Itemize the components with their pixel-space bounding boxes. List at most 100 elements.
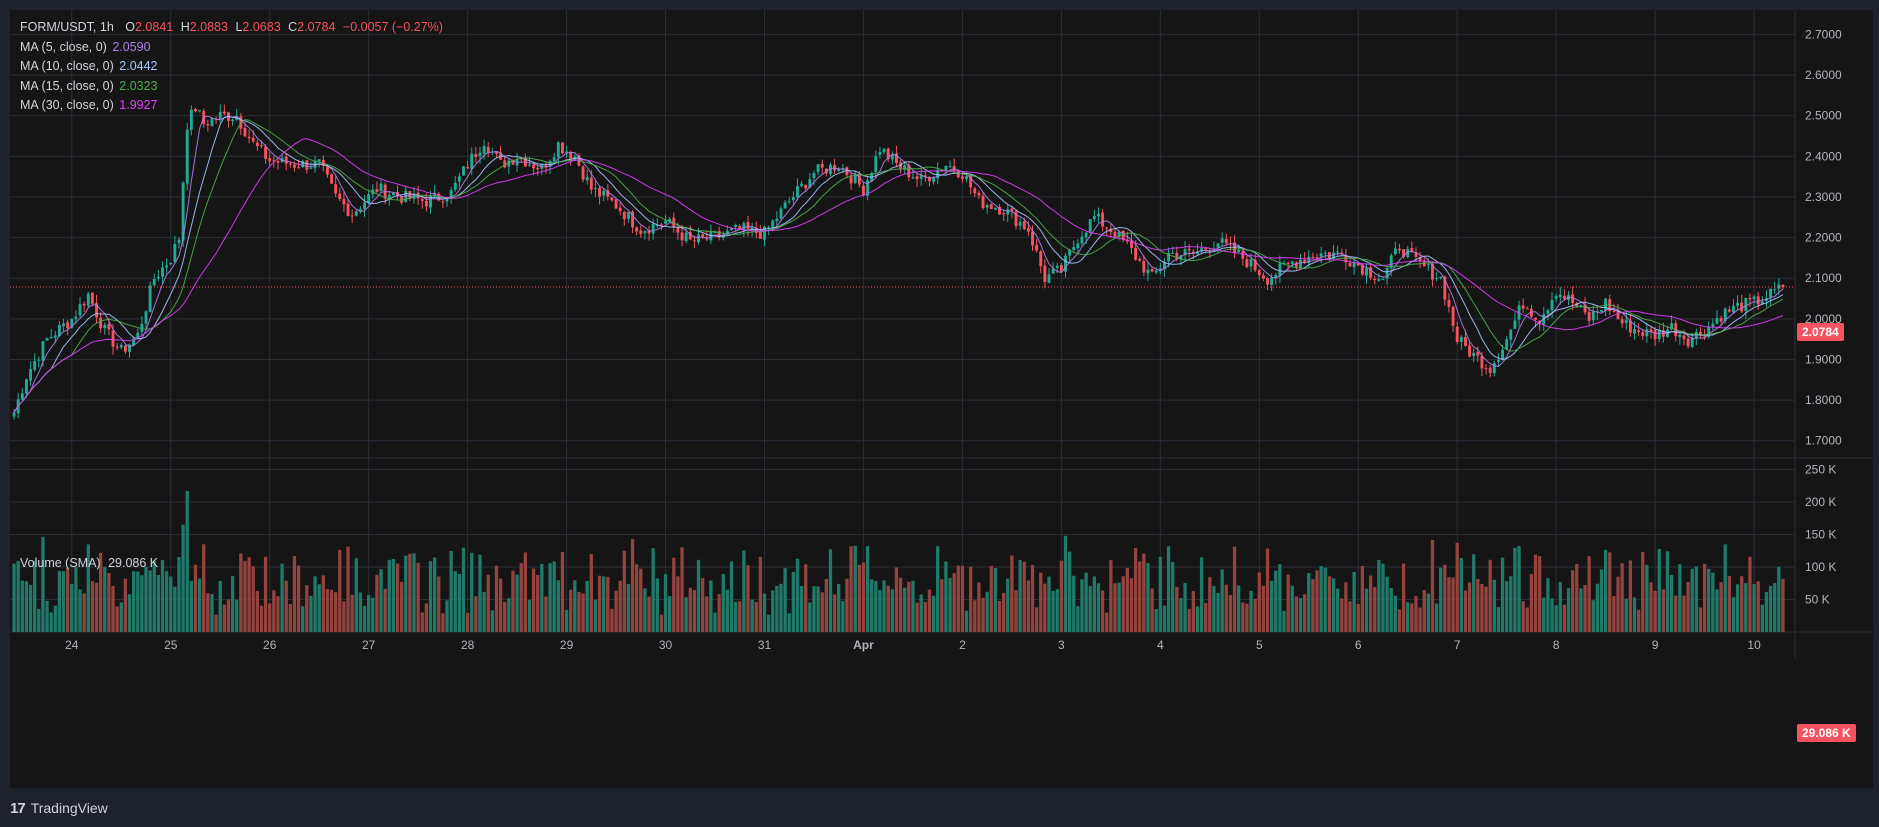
volume-bar [1261, 585, 1266, 632]
volume-bar [173, 586, 177, 632]
volume-bar [1698, 607, 1703, 632]
time-tick-label[interactable]: 6 [1355, 638, 1362, 652]
time-tick-label[interactable]: 29 [560, 638, 574, 652]
candle-body [1505, 339, 1509, 350]
volume-bar [292, 556, 297, 632]
time-tick-label[interactable]: 25 [164, 638, 178, 652]
tradingview-logo-icon: 17 [10, 799, 26, 817]
time-tick-label[interactable]: 2 [959, 638, 966, 652]
time-tick-label[interactable]: 31 [758, 638, 772, 652]
time-tick-label[interactable]: Apr [853, 638, 874, 652]
volume-bar [1067, 551, 1072, 632]
volume-bar [985, 591, 989, 632]
volume-bar [1133, 547, 1138, 632]
volume-bar [445, 600, 449, 632]
volume-bar [1752, 584, 1756, 632]
candle-body [1546, 310, 1550, 314]
candle-body [1748, 297, 1752, 300]
volume-bar [610, 608, 614, 632]
time-tick-label[interactable]: 28 [461, 638, 475, 652]
volume-bar [1237, 585, 1241, 632]
candle-body [1092, 215, 1096, 220]
volume-bar [878, 590, 882, 632]
candle-body [1459, 336, 1463, 342]
time-tick-label[interactable]: 27 [362, 638, 376, 652]
volume-bar [243, 560, 247, 632]
time-tick-label[interactable]: 5 [1256, 638, 1263, 652]
candle-body [631, 211, 634, 228]
volume-bar [334, 592, 338, 632]
volume-bar [432, 557, 437, 632]
candle-body [95, 302, 98, 318]
volume-bar [70, 583, 74, 632]
volume-bar [1517, 546, 1521, 632]
candle-body [53, 335, 57, 338]
volume-bar [1624, 598, 1628, 632]
tradingview-brand[interactable]: 17 TradingView [10, 797, 108, 819]
candle-body [1406, 248, 1410, 258]
ma10-line [13, 115, 1784, 413]
candle-body [1711, 323, 1715, 327]
volume-bar [412, 553, 416, 632]
candle-body [1534, 317, 1537, 320]
volume-bar [746, 565, 750, 632]
candle-body [903, 165, 907, 170]
volume-bar [1513, 547, 1517, 632]
volume-bar [973, 600, 977, 632]
candle-body [325, 166, 329, 175]
volume-bar [222, 604, 226, 632]
time-tick-label[interactable]: 7 [1454, 638, 1461, 652]
candle-body [1158, 268, 1162, 272]
candle-body [268, 158, 272, 162]
candle-body [1150, 269, 1154, 272]
time-tick-label[interactable]: 24 [65, 638, 79, 652]
candle-body [1699, 331, 1702, 336]
volume-bar [845, 578, 849, 632]
candle-body [222, 111, 226, 114]
volume-bar [338, 549, 342, 632]
candle-body [919, 175, 923, 179]
volume-bar [729, 561, 734, 632]
volume-bar [783, 568, 787, 632]
time-tick-label[interactable]: 30 [659, 638, 673, 652]
candle-body [354, 211, 358, 216]
last-price-tag: 2.0784 [1797, 323, 1844, 341]
volume-bar [655, 578, 659, 632]
volume-bar [1154, 609, 1158, 632]
volume-bar [1434, 603, 1439, 632]
volume-bar [1352, 571, 1356, 632]
candle-body [437, 193, 441, 201]
candle-body [1282, 262, 1286, 264]
volume-bar [544, 596, 548, 632]
candle-body [862, 185, 865, 196]
candle-body [218, 111, 222, 120]
volume-bar [1554, 605, 1558, 632]
chart-canvas[interactable]: 2.7000 2.6000 2.5000 2.4000 2.3000 2.2000 2.10… [10, 10, 1873, 788]
volume-bar [404, 555, 408, 632]
candle-body [725, 230, 729, 235]
volume-legend[interactable]: Volume (SMA) 29.086 K [20, 556, 158, 570]
volume-bar [1702, 564, 1707, 632]
time-tick-label[interactable]: 8 [1553, 638, 1560, 652]
time-tick-label[interactable]: 4 [1157, 638, 1164, 652]
candle-body [1055, 265, 1059, 269]
candle-body [816, 164, 820, 172]
volume-bar [1410, 603, 1414, 632]
candle-body [927, 176, 931, 182]
volume-bar [325, 589, 330, 632]
time-tick-label[interactable]: 3 [1058, 638, 1065, 652]
candle-body [1216, 243, 1220, 248]
volume-bar [556, 580, 560, 632]
volume-bar [1389, 588, 1393, 632]
time-tick-label[interactable]: 10 [1747, 638, 1761, 652]
volume-bar [1674, 595, 1678, 632]
volume-bar [1418, 607, 1422, 632]
candle-body [1191, 251, 1195, 254]
time-tick-label[interactable]: 26 [263, 638, 277, 652]
volume-bar [399, 581, 404, 632]
volume-bar [1265, 548, 1270, 632]
ma5-line [13, 115, 1784, 413]
volume-bar [849, 546, 853, 632]
time-tick-label[interactable]: 9 [1652, 638, 1659, 652]
volume-bar [1603, 549, 1608, 632]
